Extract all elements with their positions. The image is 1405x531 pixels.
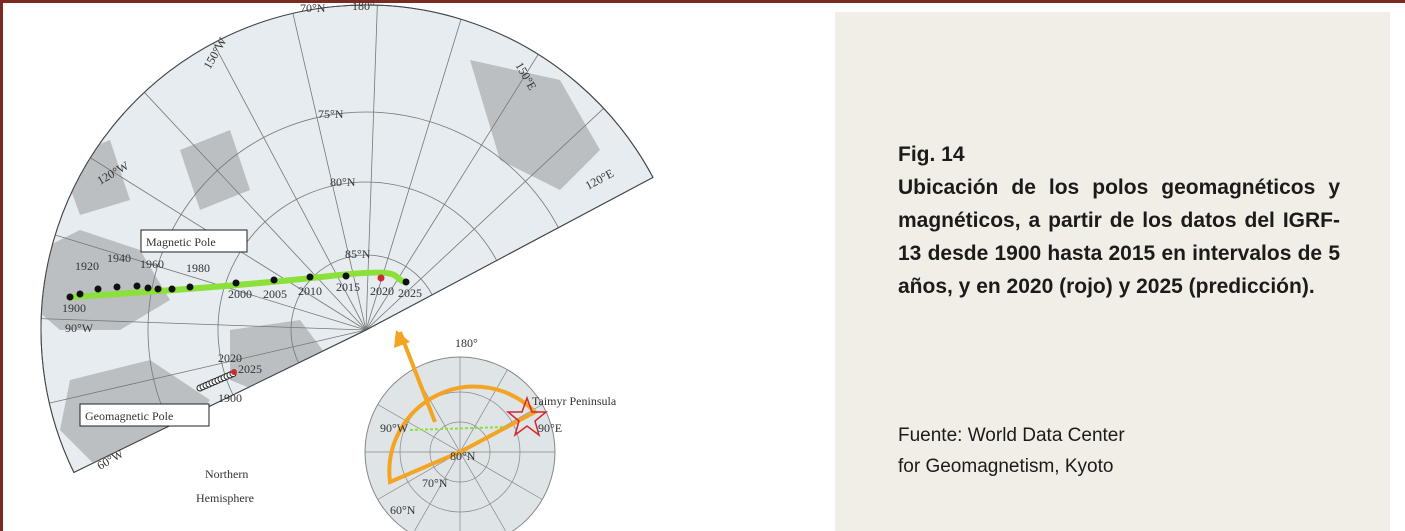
map-outline xyxy=(40,4,654,474)
latitude-label: 75°N xyxy=(318,107,344,121)
meridian xyxy=(365,54,539,331)
label-box xyxy=(79,403,210,427)
year-label: 2000 xyxy=(228,287,252,301)
meridian xyxy=(292,13,367,331)
caption-panel: Fig. 14 Ubicación de los polos geomagnét… xyxy=(835,12,1390,531)
inset-label: 80°N xyxy=(450,449,476,463)
pole-dot xyxy=(113,283,121,291)
year-label: 1940 xyxy=(107,251,131,265)
pole-dot xyxy=(144,284,152,292)
pole-dot xyxy=(270,276,278,284)
inset-label: 60°N xyxy=(390,503,416,517)
inset-track xyxy=(409,426,506,431)
land xyxy=(470,60,600,190)
caption: Fig. 14 Ubicación de los polos geomagnét… xyxy=(898,138,1340,303)
year-label: 1900 xyxy=(62,301,86,315)
pole-dot xyxy=(76,290,84,298)
meridian xyxy=(49,329,367,404)
year-label: 2010 xyxy=(298,284,322,298)
star xyxy=(505,395,549,437)
year-label: 1960 xyxy=(140,257,164,271)
land xyxy=(41,230,170,330)
source-line: for Geomagnetism, Kyoto xyxy=(898,456,1114,477)
year-label: 1920 xyxy=(75,259,99,273)
meridian xyxy=(55,234,367,331)
inset-sector xyxy=(387,384,539,485)
caption-text: Ubicación de los polos geomagnéticos y m… xyxy=(898,176,1340,298)
arrow xyxy=(398,331,437,423)
meridian xyxy=(365,108,604,331)
meridian xyxy=(41,318,367,331)
frame xyxy=(0,0,1405,3)
pole-dot xyxy=(377,274,385,282)
pole-dot xyxy=(342,272,350,280)
pole-dot xyxy=(186,283,194,291)
latitude-circle xyxy=(217,181,498,396)
magnetic-label: Magnetic Pole xyxy=(146,235,216,249)
meridian xyxy=(144,92,367,331)
frame xyxy=(0,0,3,531)
pole-dot xyxy=(133,282,141,290)
year-label: 1900 xyxy=(218,391,242,405)
land xyxy=(180,130,250,210)
year-label: 1980 xyxy=(186,261,210,275)
pole-dot xyxy=(232,279,240,287)
geomagnetic-label: Geomagnetic Pole xyxy=(85,409,173,423)
latitude-circle xyxy=(290,254,433,364)
pole-dot xyxy=(402,278,410,286)
inset-label: 90°E xyxy=(538,421,562,435)
year-label: 2025 xyxy=(398,286,422,300)
latitude-label: 80°N xyxy=(330,175,356,189)
longitude-label: 180° xyxy=(352,0,375,13)
latitude-label: 70°N xyxy=(300,1,326,15)
arrowhead xyxy=(394,330,410,348)
pole-dot xyxy=(168,285,176,293)
magnetic-track xyxy=(67,269,408,300)
figure-number: Fig. 14 xyxy=(898,143,965,166)
source: Fuente: World Data Center for Geomagneti… xyxy=(898,420,1125,482)
year-label: 2015 xyxy=(336,280,360,294)
longitude-label: 90°W xyxy=(65,321,94,335)
pole-dot xyxy=(66,293,74,301)
pole-dot xyxy=(306,273,314,281)
year-label: 2020 xyxy=(218,351,242,365)
pole-dot xyxy=(154,285,162,293)
hemisphere: Hemisphere xyxy=(196,491,254,505)
inset-label: 180° xyxy=(455,336,478,350)
year-label: 2020 xyxy=(370,284,394,298)
year-label: 2005 xyxy=(263,287,287,301)
geo-dot xyxy=(231,369,237,375)
inset-label: 70°N xyxy=(422,476,448,490)
latitude-circle xyxy=(147,111,559,426)
hemisphere: Northern xyxy=(205,467,248,481)
place-label: Taimyr Peninsula xyxy=(532,394,617,408)
pole-dot xyxy=(94,285,102,293)
meridian xyxy=(365,5,378,331)
map: 70°N75°N80°N85°N180°150°W120°W90°W60°W15… xyxy=(40,0,654,531)
meridian xyxy=(213,42,367,331)
year-label: 2025 xyxy=(238,362,262,376)
latitude-label: 85°N xyxy=(345,247,371,261)
source-line: Fuente: World Data Center xyxy=(898,425,1125,446)
inset-label: 90°W xyxy=(380,421,409,435)
label-box xyxy=(140,229,248,253)
